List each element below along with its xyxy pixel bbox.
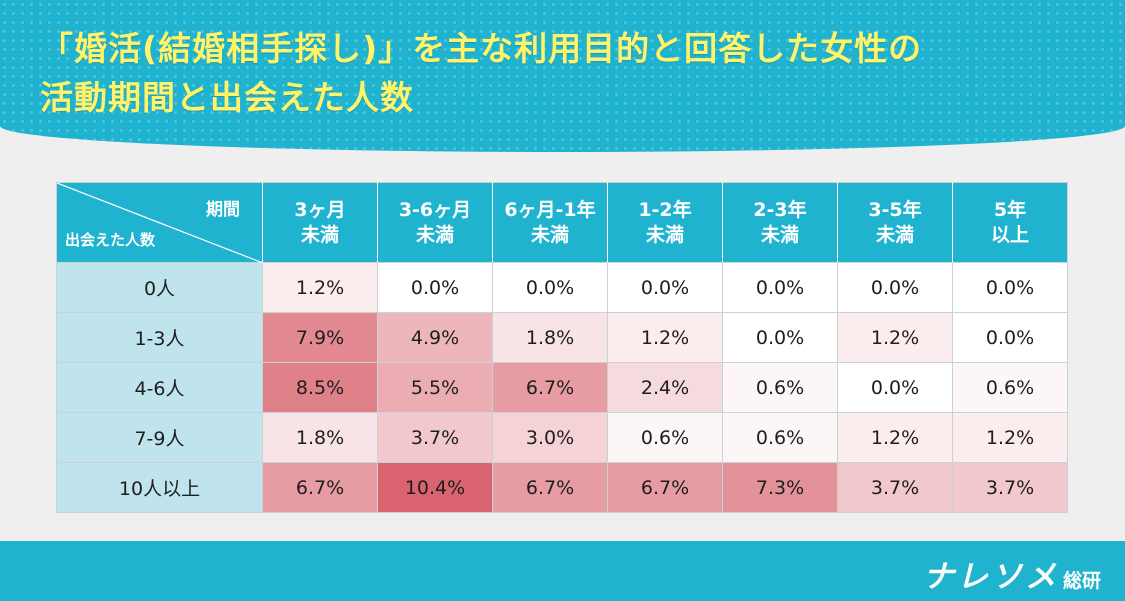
table-row: 1-3人 7.9% 4.9% 1.8% 1.2% 0.0% 1.2% 0.0% [56, 313, 1068, 363]
heatmap-table: 期間 出会えた人数 3ヶ月 未満 3-6ヶ月 未満 6ヶ月-1年 未満 1-2年 未満… [56, 182, 1068, 513]
table-row: 0人 1.2% 0.0% 0.0% 0.0% 0.0% 0.0% 0.0% [56, 263, 1068, 313]
table-cell: 10.4% [378, 463, 493, 513]
table-row: 10人以上 6.7% 10.4% 6.7% 6.7% 7.3% 3.7% 3.7% [56, 463, 1068, 513]
table-cell: 3.0% [493, 413, 608, 463]
table-row: 4-6人 8.5% 5.5% 6.7% 2.4% 0.6% 0.0% 0.6% [56, 363, 1068, 413]
table-cell: 0.0% [723, 313, 838, 363]
table-cell: 1.8% [263, 413, 378, 463]
column-header: 1-2年 未満 [608, 182, 723, 263]
table-cell: 6.7% [493, 463, 608, 513]
column-header: 6ヶ月-1年 未満 [493, 182, 608, 263]
table-cell: 6.7% [608, 463, 723, 513]
table-cell: 0.6% [608, 413, 723, 463]
table-cell: 7.9% [263, 313, 378, 363]
table-cell: 0.0% [838, 263, 953, 313]
table-cell: 0.0% [608, 263, 723, 313]
table-cell: 0.0% [723, 263, 838, 313]
table-cell: 0.0% [838, 363, 953, 413]
brand-suffix: 総研 [1062, 570, 1101, 592]
table-cell: 3.7% [953, 463, 1068, 513]
table-cell: 0.0% [378, 263, 493, 313]
table-cell: 1.2% [953, 413, 1068, 463]
row-header: 7-9人 [56, 413, 263, 463]
table-cell: 4.9% [378, 313, 493, 363]
table-cell: 7.3% [723, 463, 838, 513]
table-cell: 1.2% [838, 413, 953, 463]
table-cell: 6.7% [493, 363, 608, 413]
page-title: 「婚活(結婚相手探し)」を主な利用目的と回答した女性の 活動期間と出会えた人数 [40, 29, 923, 117]
table-cell: 1.2% [838, 313, 953, 363]
table-cell: 8.5% [263, 363, 378, 413]
table-cell: 1.8% [493, 313, 608, 363]
table-cell: 0.0% [953, 313, 1068, 363]
table-cell: 6.7% [263, 463, 378, 513]
corner-column-label: 期間 [206, 200, 240, 220]
row-header: 1-3人 [56, 313, 263, 363]
column-header: 3-5年 未満 [838, 182, 953, 263]
table-cell: 5.5% [378, 363, 493, 413]
column-header: 2-3年 未満 [723, 182, 838, 263]
row-header: 4-6人 [56, 363, 263, 413]
table-cell: 0.0% [493, 263, 608, 313]
column-header: 3-6ヶ月 未満 [378, 182, 493, 263]
footer-bar: ナレソメ 総研 [0, 541, 1125, 601]
brand-logo: ナレソメ 総研 [923, 551, 1101, 596]
corner-diagonal [57, 183, 263, 263]
column-header: 5年 以上 [953, 182, 1068, 263]
table-cell: 3.7% [378, 413, 493, 463]
table-body: 0人 1.2% 0.0% 0.0% 0.0% 0.0% 0.0% 0.0% 1-3人 7.9% 4.… [56, 263, 1068, 513]
table-cell: 0.6% [723, 363, 838, 413]
table-cell: 1.2% [608, 313, 723, 363]
column-header: 3ヶ月 未満 [263, 182, 378, 263]
brand-name: ナレソメ [922, 559, 1059, 595]
table-cell: 3.7% [838, 463, 953, 513]
table-cell: 2.4% [608, 363, 723, 413]
table-header-row: 期間 出会えた人数 3ヶ月 未満 3-6ヶ月 未満 6ヶ月-1年 未満 1-2年 未満… [56, 182, 1068, 263]
table-cell: 0.6% [953, 363, 1068, 413]
table-cell: 0.6% [723, 413, 838, 463]
table-row: 7-9人 1.8% 3.7% 3.0% 0.6% 0.6% 1.2% 1.2% [56, 413, 1068, 463]
row-header: 0人 [56, 263, 263, 313]
table-cell: 0.0% [953, 263, 1068, 313]
header-banner: 「婚活(結婚相手探し)」を主な利用目的と回答した女性の 活動期間と出会えた人数 [0, 0, 1125, 152]
corner-row-label: 出会えた人数 [65, 231, 156, 249]
corner-header: 期間 出会えた人数 [56, 182, 263, 263]
row-header: 10人以上 [56, 463, 263, 513]
table-cell: 1.2% [263, 263, 378, 313]
